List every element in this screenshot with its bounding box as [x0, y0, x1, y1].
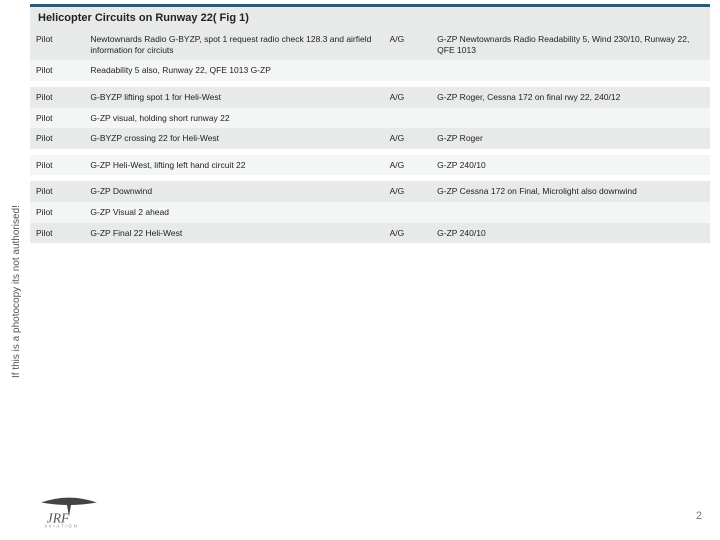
table-cell: A/G [384, 155, 432, 176]
table-cell: G-BYZP lifting spot 1 for Heli-West [84, 87, 383, 108]
table-cell: Pilot [30, 60, 84, 81]
table-cell [431, 202, 710, 223]
table-cell: A/G [384, 87, 432, 108]
table-cell: G-ZP Heli-West, lifting left hand circui… [84, 155, 383, 176]
table-row: PilotG-ZP Visual 2 ahead [30, 202, 710, 223]
page-number: 2 [696, 510, 702, 522]
table-cell [431, 108, 710, 129]
photocopy-warning: If this is a photocopy its not authorise… [11, 205, 22, 378]
comms-table: PilotNewtownards Radio G-BYZP, spot 1 re… [30, 29, 710, 243]
table-cell: Pilot [30, 29, 84, 60]
table-cell: G-ZP Cessna 172 on Final, Microlight als… [431, 181, 710, 202]
table-cell: Pilot [30, 87, 84, 108]
table-cell: G-ZP Visual 2 ahead [84, 202, 383, 223]
table-cell [384, 108, 432, 129]
table-row: PilotReadability 5 also, Runway 22, QFE … [30, 60, 710, 81]
table-cell: Newtownards Radio G-BYZP, spot 1 request… [84, 29, 383, 60]
table-cell: A/G [384, 223, 432, 244]
table-cell [384, 202, 432, 223]
table-cell: Pilot [30, 223, 84, 244]
table-cell: Pilot [30, 202, 84, 223]
table-cell: G-ZP 240/10 [431, 155, 710, 176]
table-row: PilotG-ZP DownwindA/GG-ZP Cessna 172 on … [30, 181, 710, 202]
table-row: PilotG-BYZP lifting spot 1 for Heli-West… [30, 87, 710, 108]
table-row: PilotNewtownards Radio G-BYZP, spot 1 re… [30, 29, 710, 60]
page-title: Helicopter Circuits on Runway 22( Fig 1) [30, 4, 710, 29]
jrf-aviation-logo: JRF AVIATION [38, 490, 100, 530]
svg-text:AVIATION: AVIATION [44, 523, 78, 528]
table-cell: G-ZP Downwind [84, 181, 383, 202]
table-cell: Pilot [30, 155, 84, 176]
table-row: PilotG-BYZP crossing 22 for Heli-WestA/G… [30, 128, 710, 149]
table-cell: G-ZP visual, holding short runway 22 [84, 108, 383, 129]
table-cell: A/G [384, 128, 432, 149]
table-row: PilotG-ZP Heli-West, lifting left hand c… [30, 155, 710, 176]
table-cell: Pilot [30, 181, 84, 202]
table-cell: Readability 5 also, Runway 22, QFE 1013 … [84, 60, 383, 81]
table-cell: Pilot [30, 108, 84, 129]
table-cell: G-ZP Roger, Cessna 172 on final rwy 22, … [431, 87, 710, 108]
table-cell [431, 60, 710, 81]
table-cell: Pilot [30, 128, 84, 149]
table-cell [384, 60, 432, 81]
table-cell: G-ZP Roger [431, 128, 710, 149]
table-cell: A/G [384, 29, 432, 60]
table-cell: G-BYZP crossing 22 for Heli-West [84, 128, 383, 149]
table-row: PilotG-ZP visual, holding short runway 2… [30, 108, 710, 129]
table-cell: G-ZP Final 22 Heli-West [84, 223, 383, 244]
table-cell: G-ZP Newtownards Radio Readability 5, Wi… [431, 29, 710, 60]
table-cell: A/G [384, 181, 432, 202]
table-row: PilotG-ZP Final 22 Heli-WestA/GG-ZP 240/… [30, 223, 710, 244]
table-cell: G-ZP 240/10 [431, 223, 710, 244]
